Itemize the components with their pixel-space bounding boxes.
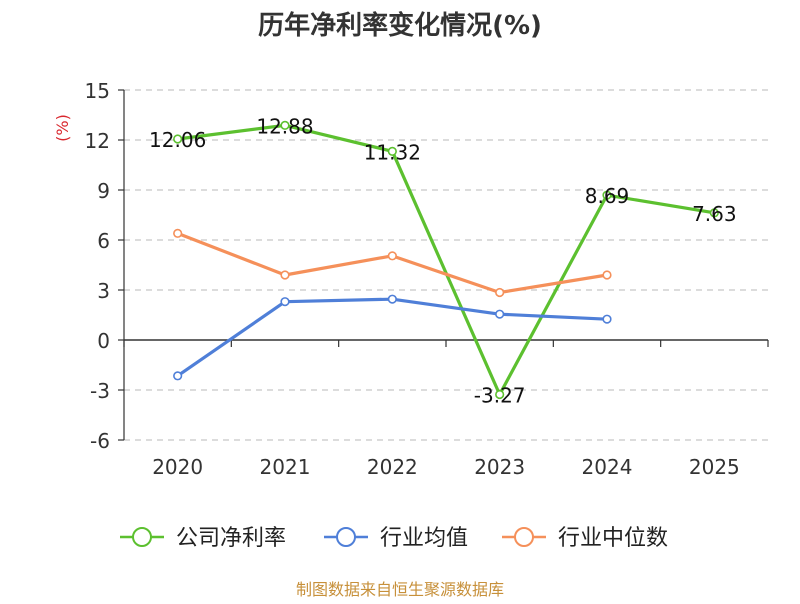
data-point [602,270,612,280]
grid-lines [124,89,768,441]
x-tick-label: 2025 [689,455,740,479]
data-point [495,287,505,298]
y-tick-label: 15 [85,79,110,103]
data-point [173,134,183,144]
series-line [176,297,608,378]
x-tick-label: 2021 [260,455,311,479]
y-tick-label: 3 [97,279,110,303]
y-tick-label: 0 [97,329,110,353]
legend-entry: 公司净利率 [176,526,286,551]
data-point [602,190,612,200]
data-label: 7.63 [692,202,737,226]
data-point [387,251,397,261]
data-point [602,314,612,324]
data-point [387,294,397,304]
y-tick-label: -6 [90,429,110,453]
y-tick-label: -3 [90,379,110,403]
data-label: 11.32 [364,140,421,164]
legend-entry: 行业中位数 [558,526,668,551]
series-line [177,123,715,397]
y-tick-label: 12 [85,129,110,153]
y-axis-label: (%) [53,114,72,142]
chart-title: 历年净利率变化情况(%) [258,10,542,41]
data-label: 12.06 [149,128,206,152]
series-line [177,231,608,295]
data-point [495,389,505,400]
data-label: 8.69 [585,184,630,208]
data-point [709,208,719,218]
series-lines [173,120,719,400]
legend-swatch-marker [132,527,152,547]
data-point [173,228,183,238]
y-tick-label: 9 [97,179,110,203]
x-tick-label: 2020 [152,455,203,479]
data-labels: 12.06 12.88 11.32 -3.27 8.69 7.63 [149,114,737,407]
legend-swatch-marker [514,527,534,547]
data-label: -3.27 [474,384,526,408]
x-tick-label: 2022 [367,455,418,479]
legend-entry: 行业均值 [380,526,468,551]
legend: 公司净利率 行业均值 行业中位数 [120,526,668,551]
x-tick-label: 2023 [474,455,525,479]
legend-swatch-marker [336,527,356,547]
data-point [173,371,183,381]
data-point [280,270,290,280]
axes: -6 -3 0 3 6 9 12 15 2020 2021 2022 2023 2024 2025 [85,79,769,479]
data-point [280,297,290,307]
source-note: 制图数据来自恒生聚源数据库 [296,580,504,599]
x-tick-label: 2024 [582,455,633,479]
data-label: 12.88 [256,114,313,138]
y-tick-label: 6 [97,229,110,253]
data-point [280,120,290,130]
data-point [387,146,397,156]
data-point [495,309,505,319]
